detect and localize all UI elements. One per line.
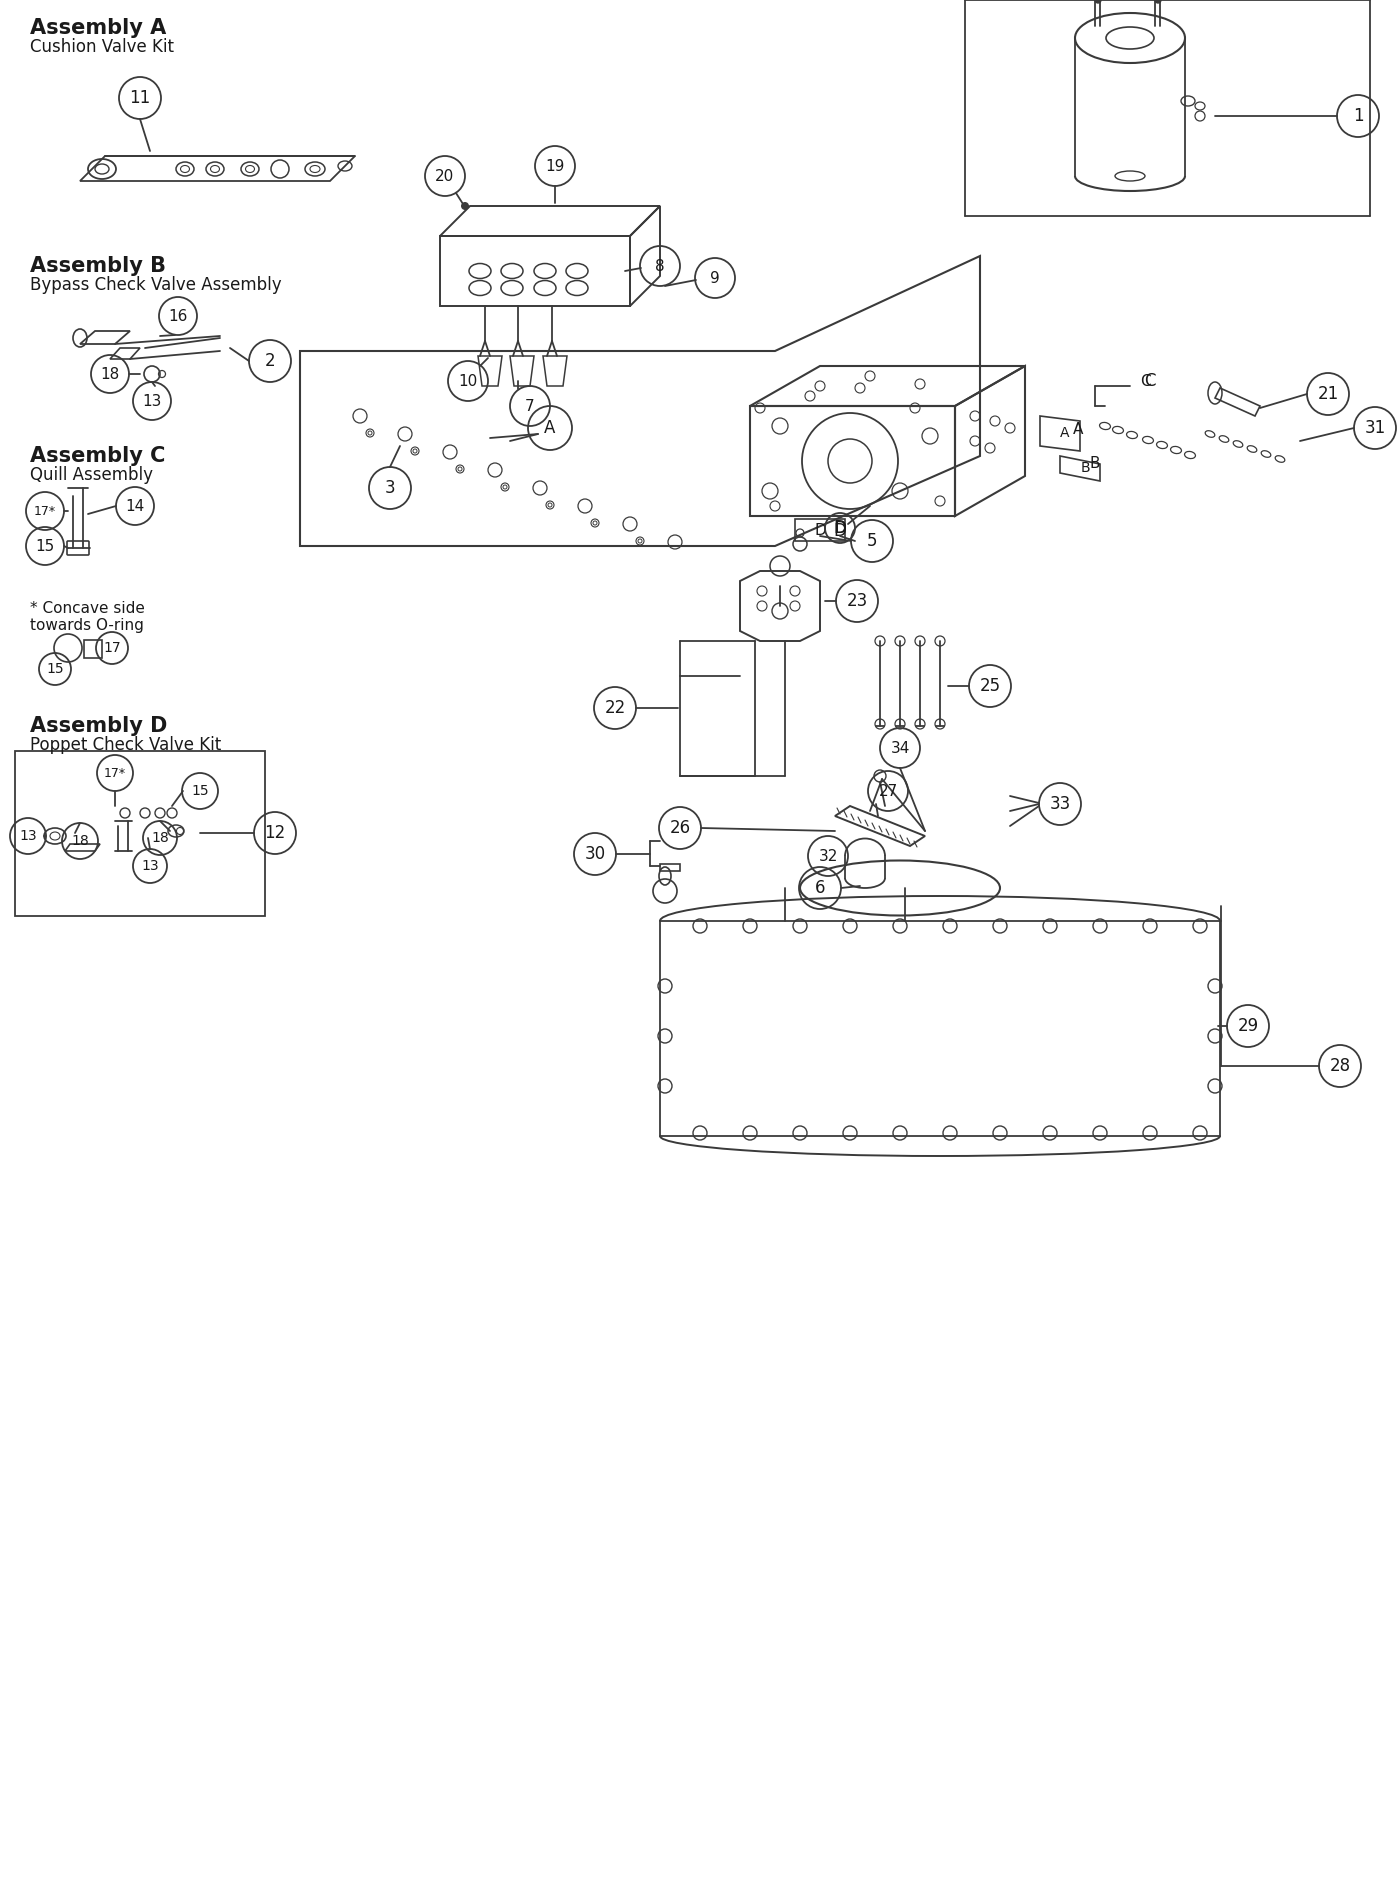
Text: 34: 34 bbox=[890, 741, 910, 755]
Text: C: C bbox=[1140, 374, 1151, 389]
Text: D: D bbox=[834, 521, 846, 535]
Text: Bypass Check Valve Assembly: Bypass Check Valve Assembly bbox=[29, 277, 281, 294]
Text: 6: 6 bbox=[815, 880, 825, 897]
Text: 23: 23 bbox=[847, 592, 868, 611]
Text: Assembly B: Assembly B bbox=[29, 256, 167, 277]
Text: 11: 11 bbox=[129, 89, 151, 106]
Text: 1: 1 bbox=[1352, 106, 1364, 125]
Text: D: D bbox=[833, 521, 847, 540]
Text: 3: 3 bbox=[385, 480, 395, 497]
Text: 18: 18 bbox=[71, 834, 88, 848]
Text: 2: 2 bbox=[265, 353, 276, 370]
Text: Quill Assembly: Quill Assembly bbox=[29, 466, 153, 483]
Text: A: A bbox=[1060, 427, 1070, 440]
Text: C: C bbox=[1144, 372, 1156, 391]
Text: 15: 15 bbox=[35, 538, 55, 554]
Text: 22: 22 bbox=[605, 700, 626, 717]
Text: D: D bbox=[833, 520, 847, 537]
Text: 26: 26 bbox=[669, 819, 690, 836]
Text: 17*: 17* bbox=[104, 766, 126, 779]
Text: B: B bbox=[1081, 461, 1089, 476]
Text: 10: 10 bbox=[458, 374, 477, 389]
Text: 14: 14 bbox=[126, 499, 144, 514]
Text: 9: 9 bbox=[710, 271, 720, 286]
Text: 13: 13 bbox=[141, 859, 158, 872]
Text: 13: 13 bbox=[20, 829, 36, 844]
Text: 17: 17 bbox=[104, 641, 120, 654]
Text: 8: 8 bbox=[655, 258, 665, 273]
Text: 20: 20 bbox=[435, 169, 455, 184]
Circle shape bbox=[1155, 0, 1161, 4]
Text: 32: 32 bbox=[819, 849, 837, 863]
Text: B: B bbox=[1089, 455, 1100, 470]
Text: 25: 25 bbox=[980, 677, 1001, 696]
Text: Assembly C: Assembly C bbox=[29, 446, 165, 466]
Text: Assembly D: Assembly D bbox=[29, 717, 168, 736]
Circle shape bbox=[1095, 0, 1100, 4]
Text: A: A bbox=[545, 419, 556, 436]
Circle shape bbox=[461, 203, 469, 210]
Text: 13: 13 bbox=[143, 394, 161, 408]
Text: D: D bbox=[815, 523, 826, 537]
Text: 7: 7 bbox=[525, 398, 535, 413]
Text: 27: 27 bbox=[878, 783, 897, 798]
Text: 30: 30 bbox=[584, 846, 606, 863]
Text: 29: 29 bbox=[1238, 1016, 1259, 1035]
Text: 15: 15 bbox=[46, 662, 64, 677]
Text: A: A bbox=[1072, 421, 1084, 436]
Text: 15: 15 bbox=[192, 785, 209, 798]
Text: 5: 5 bbox=[867, 533, 878, 550]
Text: 19: 19 bbox=[546, 159, 564, 174]
Text: Poppet Check Valve Kit: Poppet Check Valve Kit bbox=[29, 736, 221, 755]
Text: Cushion Valve Kit: Cushion Valve Kit bbox=[29, 38, 174, 57]
Text: 21: 21 bbox=[1317, 385, 1338, 404]
Text: 12: 12 bbox=[265, 825, 286, 842]
Text: 16: 16 bbox=[168, 309, 188, 324]
Text: 28: 28 bbox=[1330, 1056, 1351, 1075]
Text: 18: 18 bbox=[101, 366, 119, 381]
Text: 18: 18 bbox=[151, 830, 169, 846]
Text: Assembly A: Assembly A bbox=[29, 17, 167, 38]
Text: * Concave side
towards O-ring: * Concave side towards O-ring bbox=[29, 601, 144, 633]
Text: 31: 31 bbox=[1365, 419, 1386, 436]
Text: 33: 33 bbox=[1050, 794, 1071, 813]
Text: 17*: 17* bbox=[34, 504, 56, 518]
